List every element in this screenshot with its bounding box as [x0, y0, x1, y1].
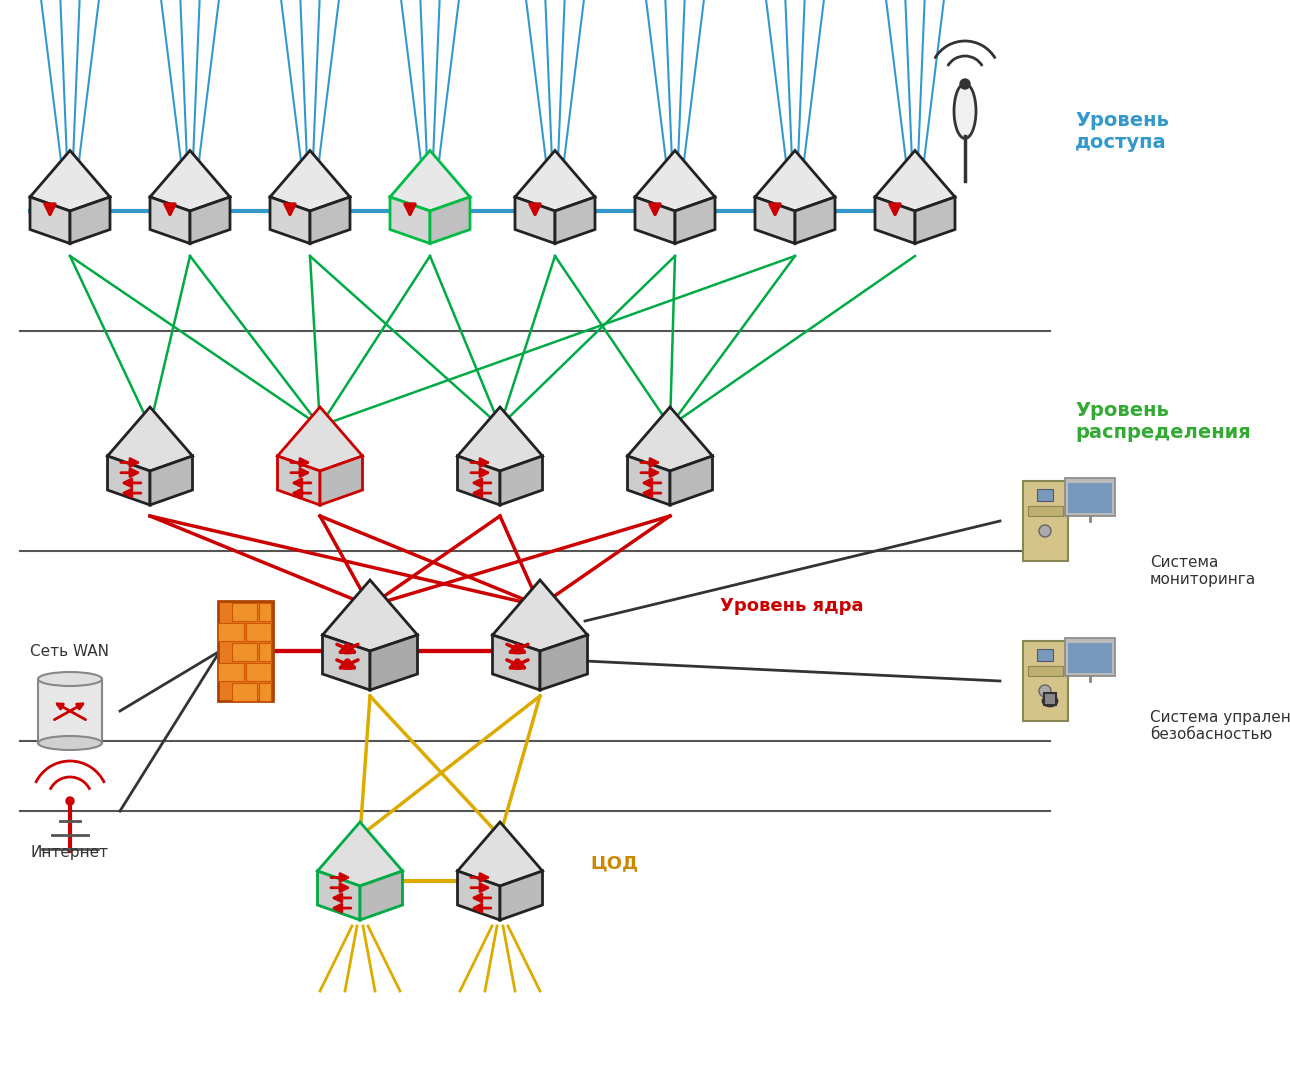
Polygon shape	[277, 456, 320, 505]
Polygon shape	[107, 456, 150, 505]
Polygon shape	[360, 871, 402, 920]
Polygon shape	[635, 150, 715, 211]
Polygon shape	[795, 197, 835, 243]
Polygon shape	[675, 197, 715, 243]
Polygon shape	[310, 197, 350, 243]
Text: Сеть WAN: Сеть WAN	[31, 643, 110, 658]
Polygon shape	[107, 408, 192, 471]
FancyBboxPatch shape	[1037, 649, 1053, 660]
Polygon shape	[150, 150, 230, 211]
Circle shape	[960, 79, 970, 89]
Polygon shape	[322, 635, 370, 690]
Text: Система упраления
безобасностью: Система упраления безобасностью	[1149, 710, 1290, 743]
Polygon shape	[277, 408, 362, 471]
Ellipse shape	[37, 672, 102, 686]
FancyBboxPatch shape	[232, 602, 257, 620]
FancyBboxPatch shape	[232, 682, 257, 700]
FancyBboxPatch shape	[1066, 478, 1115, 516]
Polygon shape	[270, 197, 310, 243]
Polygon shape	[317, 822, 402, 886]
FancyBboxPatch shape	[1028, 506, 1063, 516]
Polygon shape	[458, 822, 543, 886]
Polygon shape	[493, 580, 587, 651]
Polygon shape	[370, 635, 418, 690]
FancyBboxPatch shape	[259, 682, 271, 700]
Polygon shape	[555, 197, 595, 243]
Polygon shape	[875, 197, 915, 243]
Polygon shape	[515, 150, 595, 211]
Polygon shape	[515, 197, 555, 243]
Polygon shape	[30, 150, 110, 211]
Polygon shape	[430, 197, 470, 243]
FancyBboxPatch shape	[1068, 483, 1112, 513]
FancyBboxPatch shape	[218, 663, 244, 681]
Text: Уровень
доступа: Уровень доступа	[1075, 110, 1169, 151]
FancyBboxPatch shape	[1066, 638, 1115, 676]
Polygon shape	[493, 635, 541, 690]
Text: Уровень ядра: Уровень ядра	[720, 597, 863, 615]
Polygon shape	[150, 456, 192, 505]
FancyBboxPatch shape	[218, 601, 272, 700]
Circle shape	[1038, 685, 1051, 697]
Text: ЦОД: ЦОД	[590, 854, 639, 872]
Polygon shape	[627, 456, 670, 505]
Polygon shape	[70, 197, 110, 243]
Polygon shape	[635, 197, 675, 243]
Text: Интернет: Интернет	[31, 845, 110, 860]
FancyBboxPatch shape	[218, 623, 244, 641]
Ellipse shape	[955, 83, 977, 138]
Circle shape	[66, 797, 74, 805]
Text: Уровень
распределения: Уровень распределения	[1075, 400, 1251, 441]
Polygon shape	[458, 456, 501, 505]
Polygon shape	[458, 871, 501, 920]
Polygon shape	[190, 197, 230, 243]
Polygon shape	[627, 408, 712, 471]
Polygon shape	[875, 150, 955, 211]
Polygon shape	[270, 150, 350, 211]
FancyBboxPatch shape	[1023, 481, 1068, 561]
FancyBboxPatch shape	[232, 642, 257, 660]
FancyBboxPatch shape	[1044, 693, 1057, 705]
Text: Система
мониторинга: Система мониторинга	[1149, 555, 1256, 587]
Polygon shape	[30, 197, 70, 243]
Bar	[37, 679, 102, 743]
FancyBboxPatch shape	[1023, 641, 1068, 721]
Polygon shape	[755, 197, 795, 243]
Ellipse shape	[37, 736, 102, 750]
FancyBboxPatch shape	[1068, 643, 1112, 673]
Polygon shape	[320, 456, 362, 505]
FancyBboxPatch shape	[245, 663, 271, 681]
Polygon shape	[501, 456, 543, 505]
FancyBboxPatch shape	[259, 642, 271, 660]
Polygon shape	[390, 197, 430, 243]
Polygon shape	[458, 408, 543, 471]
Polygon shape	[541, 635, 587, 690]
FancyBboxPatch shape	[1037, 489, 1053, 501]
Polygon shape	[755, 150, 835, 211]
Polygon shape	[670, 456, 712, 505]
Polygon shape	[322, 580, 418, 651]
Polygon shape	[390, 150, 470, 211]
Circle shape	[1038, 525, 1051, 537]
Polygon shape	[150, 197, 190, 243]
Polygon shape	[915, 197, 955, 243]
FancyBboxPatch shape	[245, 623, 271, 641]
FancyBboxPatch shape	[1028, 666, 1063, 676]
Polygon shape	[317, 871, 360, 920]
FancyBboxPatch shape	[259, 602, 271, 620]
Polygon shape	[501, 871, 543, 920]
